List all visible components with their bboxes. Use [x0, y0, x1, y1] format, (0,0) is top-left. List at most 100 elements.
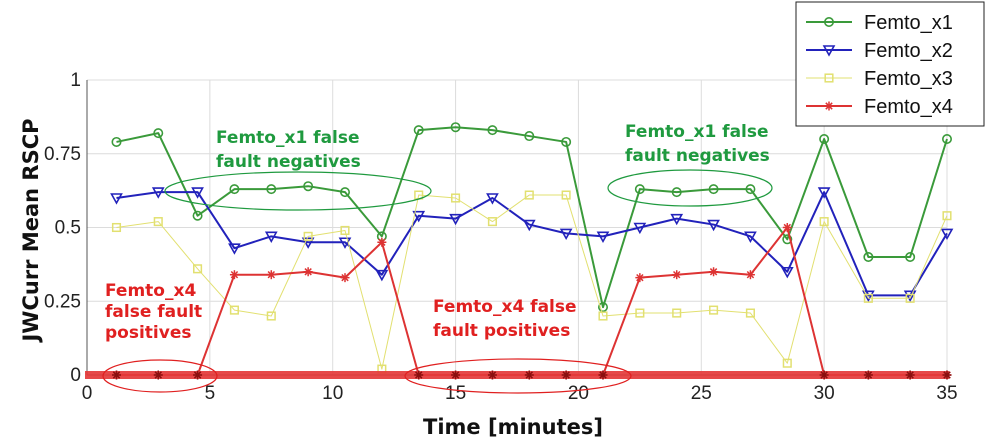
x-tick-label: 35	[936, 383, 957, 404]
data-point	[745, 184, 756, 195]
data-point	[303, 267, 313, 277]
data-point	[340, 273, 350, 283]
data-point	[111, 136, 122, 147]
data-point	[303, 231, 313, 241]
data-point	[487, 217, 497, 227]
zero-point	[451, 370, 461, 380]
legend-item: Femto_x3	[806, 68, 953, 90]
data-point	[707, 219, 720, 232]
x-axis-title: Time [minutes]	[423, 415, 603, 439]
data-point	[561, 190, 571, 200]
x-tick-label: 15	[445, 383, 466, 404]
x-tick-label: 10	[322, 383, 343, 404]
data-point	[598, 311, 608, 321]
data-point	[486, 193, 499, 205]
data-point	[744, 231, 757, 243]
data-point	[561, 136, 572, 147]
annotation-ellipse	[607, 169, 773, 207]
data-point	[228, 243, 241, 255]
data-point	[524, 190, 534, 200]
data-point	[266, 311, 276, 321]
data-point	[229, 270, 239, 280]
legend-label: Femto_x4	[864, 96, 953, 118]
x-tick-label: 20	[568, 383, 589, 404]
data-point	[151, 187, 165, 199]
data-point	[375, 269, 389, 282]
y-axis-title: JWCurr Mean RSCP	[19, 118, 43, 343]
zero-point	[193, 370, 203, 380]
y-tick-label: 0.25	[44, 291, 81, 312]
annotation-text: false fault	[105, 302, 202, 322]
legend-item: Femto_x4	[806, 96, 953, 118]
data-point	[709, 267, 719, 277]
legend-marker	[823, 16, 834, 27]
data-point	[941, 134, 952, 145]
legend-marker	[824, 73, 834, 83]
data-point	[303, 181, 314, 192]
y-tick-label: 0	[70, 365, 81, 386]
data-point	[780, 266, 794, 279]
zero-point	[905, 370, 915, 380]
ann-x1-right: Femto_x1 false fault negatives	[607, 122, 773, 207]
data-point	[817, 187, 831, 199]
zero-point	[153, 370, 163, 380]
data-point	[191, 187, 204, 199]
data-point	[192, 210, 203, 221]
data-point	[338, 237, 352, 249]
data-point	[229, 305, 239, 315]
data-point	[862, 290, 875, 302]
data-point	[193, 264, 203, 274]
annotation-text: positives	[105, 323, 191, 343]
data-point	[863, 252, 874, 263]
data-point	[708, 184, 719, 195]
data-point	[377, 237, 387, 247]
zero-point	[524, 370, 534, 380]
data-point	[634, 184, 645, 195]
data-point	[633, 222, 647, 235]
y-tick-label: 1	[70, 70, 81, 91]
data-point	[709, 305, 719, 315]
data-point	[339, 187, 350, 198]
annotation-text: Femto_x4 false	[433, 297, 577, 317]
legend-marker	[824, 101, 834, 111]
data-point	[229, 184, 240, 195]
zero-band-rect	[85, 371, 949, 379]
data-point	[782, 223, 792, 232]
legend: Femto_x1 Femto_x2 Femto_x3 Femto_x4	[795, 1, 985, 127]
annotation-text: Femto_x1 false	[625, 122, 769, 142]
zero-point	[561, 370, 571, 380]
data-point	[487, 125, 498, 136]
annotation-text: fault negatives	[216, 152, 361, 172]
data-point	[782, 358, 792, 368]
ann-x1-mid: Femto_x1 false fault negatives	[164, 128, 432, 211]
data-point	[745, 308, 755, 318]
annotation-ellipse	[404, 358, 632, 394]
ann-x4-mid: Femto_x4 false fault positives	[404, 297, 632, 394]
series-line	[116, 191, 948, 297]
annotation-text: fault negatives	[625, 146, 770, 166]
series-line	[116, 126, 948, 309]
zero-point	[819, 370, 829, 380]
x-tick-label: 25	[691, 383, 712, 404]
zero-point	[942, 370, 952, 380]
y-tick-label: 0.75	[44, 144, 81, 165]
legend-label: Femto_x2	[864, 40, 953, 62]
series-femto-x2	[110, 187, 954, 302]
data-point	[559, 228, 573, 241]
zero-point	[487, 370, 497, 380]
data-point	[905, 252, 916, 263]
y-tick-label: 0.5	[55, 218, 81, 239]
x-tick-label: 5	[205, 383, 216, 404]
data-point	[635, 273, 645, 283]
zero-point	[863, 370, 873, 380]
data-point	[905, 293, 915, 303]
data-point	[449, 213, 462, 226]
legend-label: Femto_x1	[864, 12, 953, 34]
data-point	[111, 222, 122, 233]
data-point	[819, 217, 829, 227]
data-point	[413, 125, 424, 136]
zero-point	[111, 370, 121, 380]
data-point	[745, 270, 755, 280]
